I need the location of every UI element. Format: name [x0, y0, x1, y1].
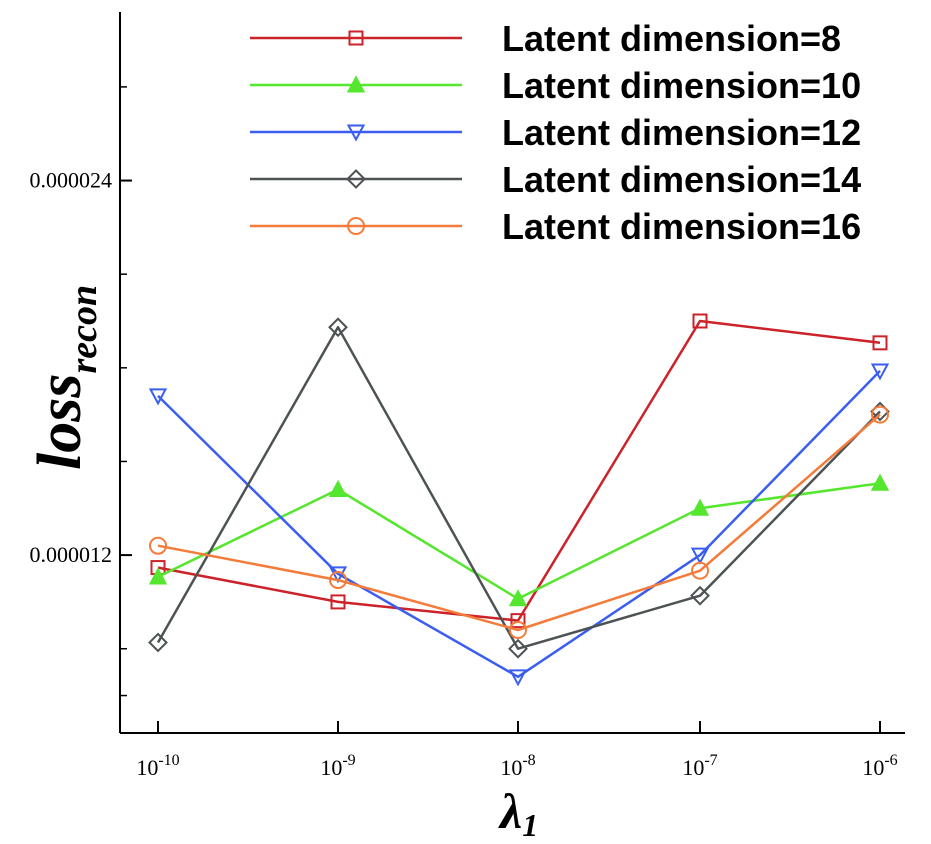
data-point: [148, 388, 168, 406]
x-tick-label: 10-9: [320, 752, 355, 780]
legend-marker: [347, 217, 365, 235]
legend-item: Latent dimension=12: [250, 112, 861, 153]
data-point: [872, 335, 888, 351]
series-5: [149, 405, 889, 639]
series-line: [157, 413, 881, 632]
data-point: [328, 317, 348, 338]
x-axis-title: λ1: [498, 783, 538, 843]
series-line: [157, 319, 881, 622]
series-line: [156, 325, 881, 650]
data-point: [870, 473, 890, 491]
series-3: [148, 363, 890, 687]
legend-marker: [346, 124, 366, 142]
data-point: [510, 613, 526, 629]
data-point: [328, 479, 348, 498]
legend-label: Latent dimension=12: [502, 112, 861, 153]
data-point: [149, 536, 167, 555]
series-layer: [148, 313, 890, 687]
series-line: [157, 482, 881, 601]
axes: 10-10 10-9 10-8 10-7 10-6 0.000024 0.000012: [30, 12, 905, 780]
legend-label: Latent dimension=16: [502, 206, 861, 247]
legend-marker: [346, 169, 366, 189]
legend-marker: [346, 75, 366, 93]
y-tick-label: 0.000024: [30, 168, 113, 193]
data-point: [692, 313, 708, 329]
data-point: [148, 632, 168, 653]
x-tick-label: 10-10: [136, 752, 179, 780]
y-axis-title: lossrecon: [26, 285, 105, 470]
legend-item: Latent dimension=14: [250, 159, 861, 200]
data-point: [870, 363, 890, 381]
data-point: [328, 566, 348, 584]
data-point: [691, 561, 709, 580]
legend-label: Latent dimension=14: [502, 159, 861, 200]
data-point: [148, 567, 168, 585]
series-4: [148, 317, 890, 659]
legend-item: Latent dimension=16: [250, 206, 861, 247]
y-tick-label: 0.000012: [30, 542, 113, 567]
data-point: [508, 669, 528, 687]
data-point: [509, 621, 527, 639]
axis-titles: lossrecon λ1: [26, 285, 538, 843]
data-point: [690, 585, 710, 606]
legend-label: Latent dimension=8: [502, 18, 841, 59]
data-point: [330, 594, 346, 610]
series-line: [157, 370, 881, 679]
data-point: [871, 405, 889, 424]
legend-item: Latent dimension=10: [250, 65, 861, 106]
legend-item: Latent dimension=8: [250, 18, 841, 59]
data-point: [690, 498, 710, 516]
data-point: [690, 547, 710, 565]
data-point: [329, 571, 347, 590]
x-tick-label: 10-6: [862, 752, 897, 780]
series-1: [150, 313, 888, 629]
data-point: [508, 638, 528, 659]
data-point: [508, 589, 528, 607]
x-tick-label: 10-8: [500, 752, 535, 780]
legend-marker: [348, 30, 364, 46]
legend-label: Latent dimension=10: [502, 65, 861, 106]
series-2: [148, 473, 890, 607]
x-tick-label: 10-7: [682, 752, 717, 780]
legend: Latent dimension=8 Latent dimension=10 Lat…: [250, 18, 861, 247]
